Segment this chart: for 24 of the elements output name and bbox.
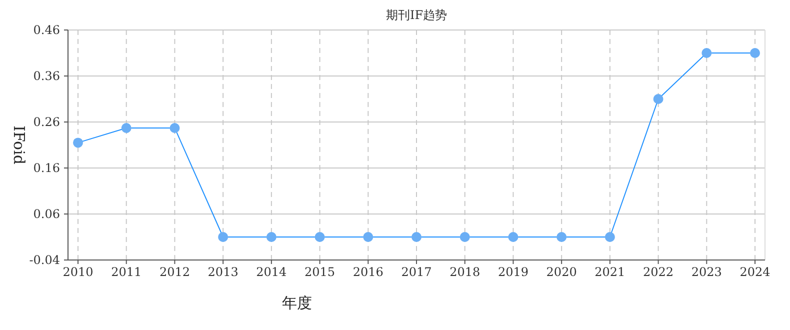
x-tick-label: 2011 xyxy=(111,265,142,279)
x-tick-label: 2010 xyxy=(62,265,94,279)
x-tick-label: 2014 xyxy=(256,265,288,279)
y-tick-label: -0.04 xyxy=(29,253,60,267)
chart-title: 期刊IF趋势 xyxy=(386,8,448,22)
y-axis-title: IFoid xyxy=(10,126,28,165)
x-tick-label: 2016 xyxy=(352,265,384,279)
y-tick-label: 0.06 xyxy=(33,207,60,221)
x-tick-label: 2015 xyxy=(304,265,336,279)
x-tick-label: 2022 xyxy=(643,265,674,279)
y-tick-label: 0.36 xyxy=(33,69,60,83)
x-tick-label: 2017 xyxy=(401,265,432,279)
x-axis-title: 年度 xyxy=(282,294,312,312)
y-tick-label: 0.26 xyxy=(33,115,60,129)
x-tick-label: 2021 xyxy=(594,265,626,279)
x-tick-label: 2020 xyxy=(546,265,577,279)
x-tick-label: 2012 xyxy=(159,265,190,279)
x-tick-label: 2023 xyxy=(691,265,722,279)
x-tick-label: 2013 xyxy=(208,265,238,279)
x-tick-label: 2018 xyxy=(450,265,480,279)
x-tick-label: 2024 xyxy=(740,265,771,279)
y-tick-label: 0.46 xyxy=(33,23,60,37)
x-tick-label: 2019 xyxy=(498,265,528,279)
y-tick-label: 0.16 xyxy=(33,161,60,175)
